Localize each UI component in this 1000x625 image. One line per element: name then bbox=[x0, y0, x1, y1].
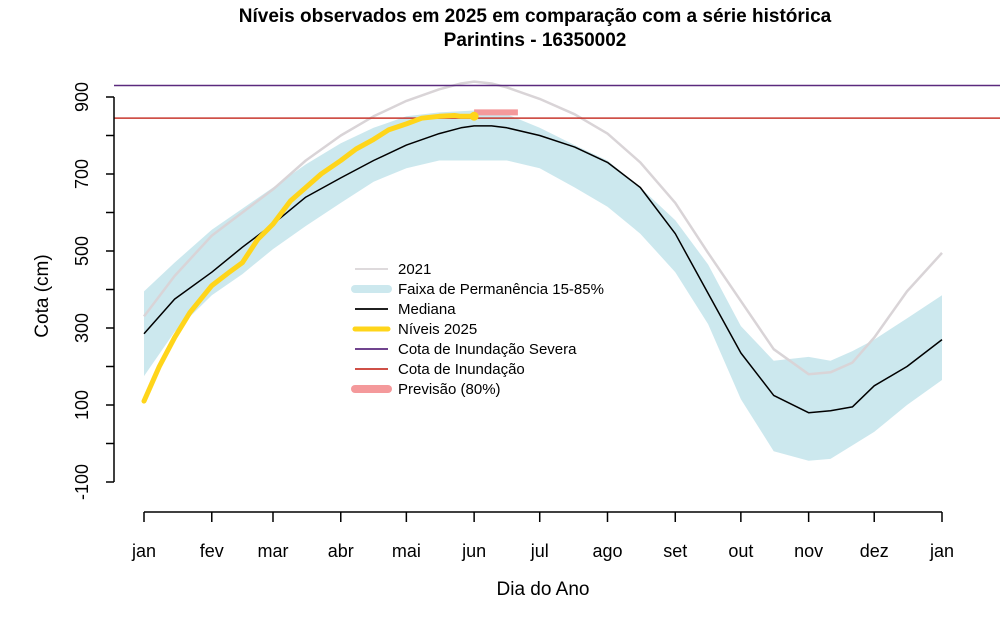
y-tick-label: 100 bbox=[72, 390, 92, 420]
plot-area bbox=[114, 80, 1000, 461]
x-tick-label: set bbox=[663, 541, 687, 561]
legend-label: Previsão (80%) bbox=[398, 381, 501, 398]
legend-label: Cota de Inundação Severa bbox=[398, 341, 577, 358]
x-tick-label: abr bbox=[328, 541, 354, 561]
series-2021-line bbox=[143, 80, 943, 376]
y-tick-label: 900 bbox=[72, 82, 92, 112]
y-tick-label: -100 bbox=[72, 464, 92, 500]
chart-subtitle: Parintins - 16350002 bbox=[444, 30, 627, 51]
legend-label: Faixa de Permanência 15-85% bbox=[398, 281, 604, 298]
legend-label: Níveis 2025 bbox=[398, 321, 477, 338]
axes: -100 100 300 500 700 900 jan fev mar abr mai jun jul… bbox=[72, 82, 954, 561]
y-tick-label: 500 bbox=[72, 236, 92, 266]
x-tick-label: fev bbox=[200, 541, 224, 561]
series-2025-last-point bbox=[469, 111, 479, 121]
legend-label: Mediana bbox=[398, 301, 456, 318]
x-tick-label: ago bbox=[592, 541, 622, 561]
y-tick-label: 700 bbox=[72, 159, 92, 189]
y-axis-label: Cota (cm) bbox=[32, 254, 53, 337]
x-tick-label: nov bbox=[794, 541, 823, 561]
x-tick-label: jan bbox=[131, 541, 156, 561]
y-tick-label: 300 bbox=[72, 313, 92, 343]
x-tick-label: mar bbox=[257, 541, 288, 561]
chart-title: Níveis observados em 2025 em comparação … bbox=[239, 6, 832, 27]
series-median-line bbox=[143, 125, 943, 414]
x-tick-label: out bbox=[728, 541, 753, 561]
series-2025-line bbox=[141, 113, 477, 404]
legend: 2021 Faixa de Permanência 15-85% Mediana Ní… bbox=[351, 261, 604, 398]
legend-label: Cota de Inundação bbox=[398, 361, 525, 378]
x-tick-label: jul bbox=[530, 541, 549, 561]
x-axis-label: Dia do Ano bbox=[497, 579, 590, 600]
legend-label: 2021 bbox=[398, 261, 431, 278]
percentile-band bbox=[144, 110, 942, 461]
x-tick-label: jan bbox=[929, 541, 954, 561]
x-tick-label: jun bbox=[461, 541, 486, 561]
x-tick-label: mai bbox=[392, 541, 421, 561]
x-tick-label: dez bbox=[860, 541, 889, 561]
